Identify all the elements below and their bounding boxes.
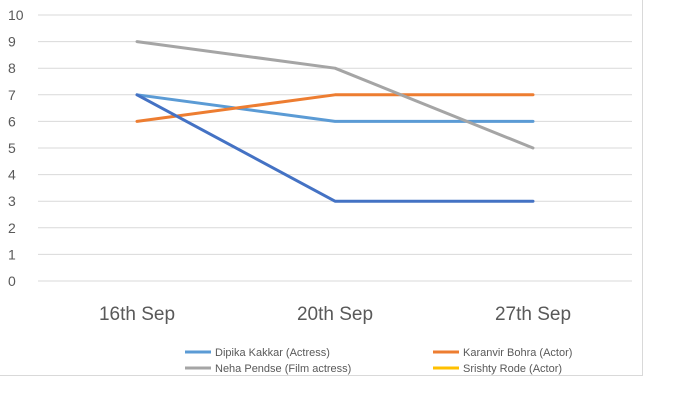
series-line-0 (135, 93, 535, 123)
x-axis-ticks: 16th Sep 20th Sep 27th Sep (99, 304, 571, 325)
y-tick-label: 8 (8, 60, 16, 76)
series-line-4 (135, 93, 535, 203)
legend-label: Karanvir Bohra (Actor) (463, 347, 572, 359)
y-tick-label: 1 (8, 246, 16, 262)
series-lines (135, 40, 535, 203)
y-tick-label: 10 (8, 7, 24, 23)
y-tick-label: 3 (8, 193, 16, 209)
y-tick-label: 5 (8, 140, 16, 156)
x-tick-label: 27th Sep (495, 304, 571, 325)
series-line-2 (135, 40, 535, 150)
legend-item: Srishty Rode (Actor) (433, 363, 562, 375)
legend-item: Neha Pendse (Film actress) (185, 363, 351, 375)
legend-item: Karanvir Bohra (Actor) (433, 347, 572, 359)
legend: Dipika Kakkar (Actress) Karanvir Bohra (A… (185, 347, 572, 375)
series-line-1 (135, 93, 535, 123)
legend-label: Srishty Rode (Actor) (463, 363, 562, 375)
y-tick-label: 7 (8, 87, 16, 103)
legend-label: Dipika Kakkar (Actress) (215, 347, 330, 359)
x-tick-label: 20th Sep (297, 304, 373, 325)
line-chart: 0 1 2 3 4 5 6 7 8 9 10 16th Sep 20th Sep 27th Sep Di… (8, 7, 632, 375)
y-tick-label: 9 (8, 34, 16, 50)
y-tick-label: 4 (8, 167, 16, 183)
x-tick-label: 16th Sep (99, 304, 175, 325)
y-tick-label: 0 (8, 273, 16, 289)
y-tick-label: 2 (8, 220, 16, 236)
legend-label: Neha Pendse (Film actress) (215, 363, 351, 375)
y-tick-label: 6 (8, 113, 16, 129)
y-axis-ticks: 0 1 2 3 4 5 6 7 8 9 10 (8, 7, 24, 289)
chart-frame: 0 1 2 3 4 5 6 7 8 9 10 16th Sep 20th Sep 27th Sep Di… (0, 0, 643, 376)
grid-lines (38, 14, 632, 282)
legend-item: Dipika Kakkar (Actress) (185, 347, 330, 359)
